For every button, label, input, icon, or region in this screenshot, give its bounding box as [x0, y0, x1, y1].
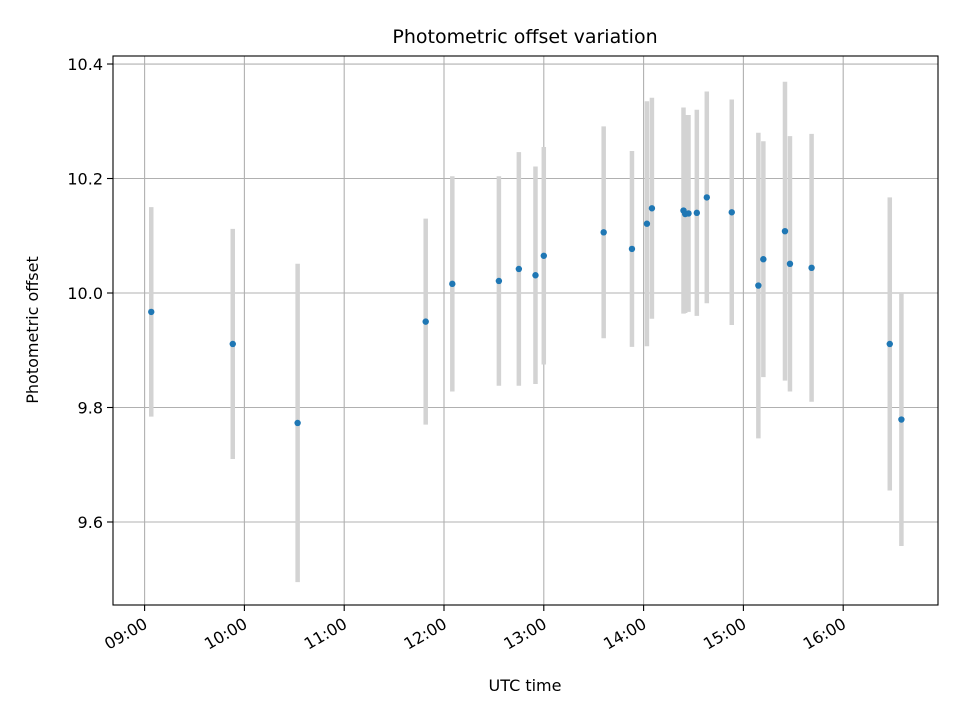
data-point: [229, 340, 236, 348]
data-point: [600, 229, 607, 236]
data-point: [755, 282, 762, 289]
x-tick-label: 09:00: [101, 614, 150, 654]
data-point: [760, 256, 767, 263]
data-point: [786, 260, 794, 268]
data-point: [808, 264, 815, 272]
data-point: [422, 318, 429, 325]
y-tick-label: 10.4: [67, 55, 103, 74]
plot-background: [113, 56, 938, 605]
x-tick-label: 16:00: [800, 614, 849, 654]
data-point: [703, 194, 711, 201]
x-tick-label: 10:00: [201, 614, 250, 654]
data-point: [148, 308, 155, 316]
data-point: [781, 227, 789, 235]
data-point: [728, 209, 735, 216]
chart-title: Photometric offset variation: [392, 26, 657, 48]
data-point: [540, 252, 547, 259]
data-point: [643, 220, 651, 227]
data-point: [628, 245, 636, 253]
data-point: [648, 205, 656, 212]
x-axis-ticks: 09:00 10:00 11:00 12:00 13:00 14:00 15:00 16:00: [101, 605, 849, 654]
y-tick-label: 9.8: [78, 398, 103, 417]
data-points: [148, 194, 905, 427]
x-tick-label: 14:00: [600, 614, 649, 654]
y-axis-label: Photometric offset: [23, 256, 42, 404]
data-point: [693, 209, 701, 217]
data-point: [532, 272, 539, 279]
data-point: [495, 277, 503, 285]
x-tick-label: 13:00: [500, 614, 549, 654]
data-point: [898, 416, 905, 423]
data-point: [886, 340, 893, 348]
data-point: [294, 419, 301, 427]
x-tick-label: 12:00: [401, 614, 450, 654]
y-axis-ticks: 9.6 9.8 10.0 10.2 10.4: [67, 55, 113, 532]
x-tick-label: 11:00: [301, 614, 350, 654]
plot-frame: [112, 55, 939, 606]
y-tick-label: 10.0: [67, 284, 103, 303]
data-point: [449, 280, 456, 288]
x-tick-label: 15:00: [700, 614, 749, 654]
data-point: [515, 265, 523, 273]
y-tick-label: 10.2: [67, 170, 103, 189]
data-point: [685, 210, 692, 217]
y-tick-label: 9.6: [78, 513, 103, 532]
x-axis-label: UTC time: [489, 676, 562, 695]
